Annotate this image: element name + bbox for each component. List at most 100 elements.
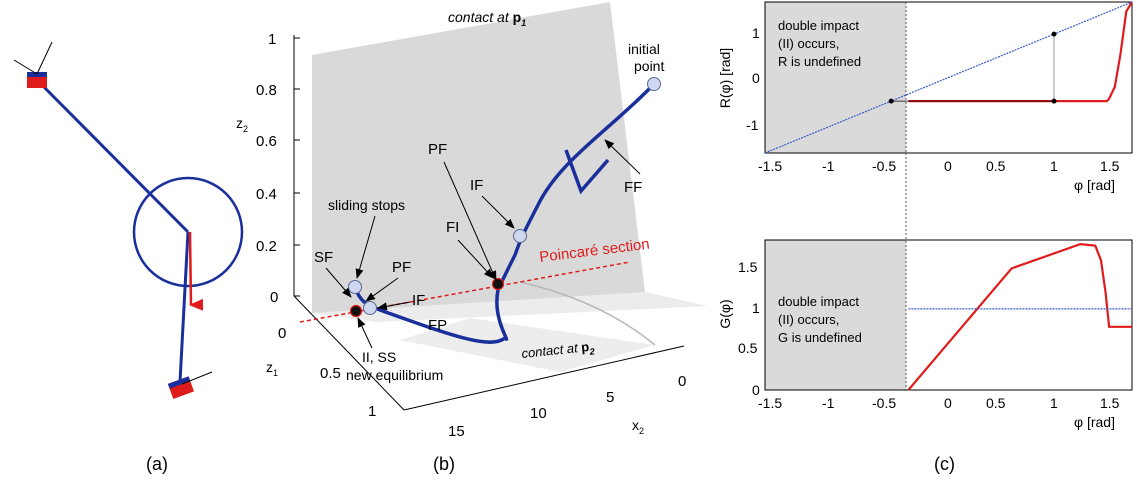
z2-ticks: 1 0.8 0.6 0.4 0.2 0 (256, 31, 300, 306)
sf-label: SF (314, 249, 333, 266)
panel-label-b: (b) (433, 454, 455, 474)
panel-c-top: double impact (II) occurs, R is undefine… (717, 1, 1133, 193)
fp-label: FP (428, 317, 447, 334)
x2-tick: 15 (448, 423, 465, 440)
z1-tick: 1 (368, 403, 376, 420)
x-ticks-top: -1.5 -1 -0.5 0 0.5 1 1.5 (758, 158, 1120, 174)
pf-left-label: PF (392, 259, 411, 276)
equilibrium-point (349, 304, 363, 318)
plane-label-p2: contact at p2 (521, 338, 595, 364)
x-tick: -1 (822, 395, 835, 411)
y-tick: 0 (752, 382, 760, 398)
y-ticks-bottom: 1.5 1 0.5 0 (738, 259, 760, 398)
y-axis-label-bottom: G(φ) (717, 299, 733, 328)
z2-tick: 0.8 (256, 82, 277, 99)
undefined-note-top: double impact (II) occurs, R is undefine… (778, 18, 863, 69)
x-axis-label-bottom: φ [rad] (1074, 414, 1115, 430)
chart-marks-top (764, 1, 1133, 154)
velocity-arrow (188, 231, 204, 311)
trajectory-arrowhead (564, 149, 610, 195)
pf-left-arrow (365, 277, 399, 302)
initial-point-label: initial point (628, 41, 664, 74)
r-chart-series-line-0 (908, 1, 1133, 103)
x-tick: -0.5 (872, 158, 896, 174)
sliding-stops-label: sliding stops (328, 197, 405, 213)
hip-circle (132, 176, 244, 288)
y-tick: 1 (752, 25, 760, 41)
if-right-label: IF (470, 177, 483, 194)
r-chart-marker-0 (888, 98, 894, 104)
z1-tick: 0 (278, 325, 286, 342)
x-tick: 0.5 (986, 158, 1006, 174)
x-tick: -0.5 (872, 395, 896, 411)
y-tick: 0.5 (738, 340, 758, 356)
x-tick: -1.5 (758, 395, 782, 411)
z2-tick: 1 (268, 31, 276, 48)
x-tick: 1.5 (1100, 395, 1120, 411)
plot-frame-bottom (764, 239, 1133, 391)
panel-a: (a) (13, 41, 244, 474)
foot-bottom (167, 371, 213, 399)
x-tick: 0.5 (986, 395, 1006, 411)
y-tick: 1 (752, 300, 760, 316)
z2-tick: 0 (270, 289, 278, 306)
r-chart-marker-1 (1051, 31, 1057, 37)
if-left-arrow (377, 301, 411, 311)
z2-label: z2 (236, 115, 248, 134)
x2-tick: 0 (678, 373, 686, 390)
x-tick: 1 (1050, 158, 1058, 174)
undefined-region-top (765, 2, 906, 153)
z2-tick: 0.6 (256, 133, 277, 150)
contact-plane-p1 (312, 2, 645, 313)
floor-projection (519, 281, 656, 346)
plot-frame-top (764, 1, 1133, 154)
x-tick: 1.5 (1100, 158, 1120, 174)
stance-leg (35, 78, 190, 234)
pf-right-label: PF (428, 141, 447, 158)
ii-ss-arrow (357, 317, 373, 349)
z1-ticks: 0 0.5 1 (278, 325, 376, 420)
floor-plane (312, 292, 708, 322)
panel-label-a: (a) (146, 454, 168, 474)
new-equilibrium-label: new equilibrium (346, 367, 443, 383)
undefined-region-bottom (765, 240, 906, 390)
sf-point (348, 280, 362, 294)
fi-point (491, 277, 505, 291)
x-tick: -1 (822, 158, 835, 174)
x-tick: -1.5 (758, 158, 782, 174)
y-axis-label-top: R(φ) [rad] (717, 48, 733, 108)
initial-point (647, 77, 661, 91)
contact-plane-p2 (400, 318, 655, 372)
x-ticks-bottom: -1.5 -1 -0.5 0 0.5 1 1.5 (758, 395, 1120, 411)
ff-arrow (604, 139, 641, 175)
ii-ss-label: II, SS (362, 349, 396, 365)
fi-arrow (457, 239, 494, 279)
panel-label-c: (c) (934, 454, 955, 474)
if-point-left (363, 301, 377, 315)
panel-c-bottom: double impact (II) occurs, G is undefine… (717, 153, 1133, 430)
x-tick: 0 (944, 158, 952, 174)
sliding-stops-arrow (355, 215, 376, 279)
g-chart-series-line-0 (907, 242, 1132, 391)
x2-axis (403, 345, 685, 411)
if-point-right (513, 229, 527, 243)
x2-tick: 5 (606, 389, 614, 406)
ff-label: FF (624, 179, 642, 196)
x2-label: x2 (632, 417, 644, 436)
y-tick: -1 (746, 117, 759, 133)
z1-tick: 0.5 (320, 365, 341, 382)
undefined-note-bottom: double impact (II) occurs, G is undefine… (778, 294, 863, 345)
z1-label: z1 (266, 359, 278, 378)
plane-label-p1: contact at p1 (448, 9, 526, 28)
foot-top (13, 41, 53, 88)
x-axis-label-top: φ [rad] (1074, 177, 1115, 193)
if-right-arrow (481, 195, 515, 229)
pf-right-arrow (443, 161, 497, 281)
y-tick: 1.5 (738, 259, 758, 275)
swing-leg (178, 231, 190, 383)
r-chart-marker-2 (1051, 98, 1057, 104)
x-tick: 1 (1050, 395, 1058, 411)
chart-marks-bottom (907, 242, 1132, 391)
if-left-label: IF (412, 292, 425, 309)
